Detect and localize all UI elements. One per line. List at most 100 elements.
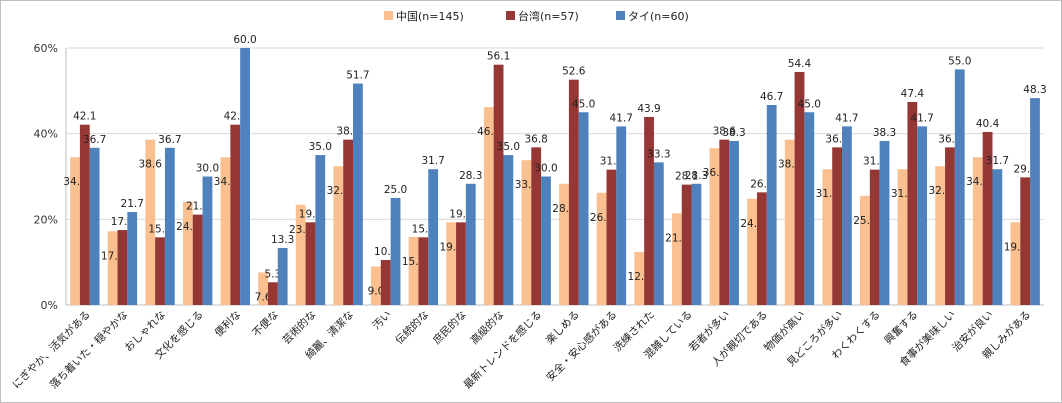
legend-swatch	[506, 11, 515, 20]
category-label: 汚い	[370, 308, 394, 332]
bar	[644, 116, 654, 305]
bar	[1010, 222, 1021, 305]
bar	[766, 104, 777, 306]
bar	[202, 176, 213, 305]
bar	[719, 139, 730, 305]
data-label: 9.0	[368, 285, 385, 297]
legend-label: 台湾(n=57)	[518, 9, 579, 23]
bar	[747, 198, 757, 305]
y-tick-label: 40%	[34, 128, 58, 141]
category-label: 便利な	[212, 308, 243, 339]
data-label: 25.0	[384, 184, 407, 196]
data-label: 55.0	[948, 55, 971, 67]
data-label: 42.1	[73, 111, 96, 123]
data-label: 36.7	[83, 134, 106, 146]
data-label: 7.6	[255, 291, 272, 303]
bar	[559, 183, 569, 305]
data-label: 33.3	[647, 148, 670, 160]
data-label: 54.4	[788, 58, 812, 70]
bar	[145, 139, 156, 305]
data-label: 48.3	[1023, 84, 1046, 96]
bar	[418, 237, 429, 305]
bar	[869, 169, 880, 305]
data-label: 35.0	[309, 141, 332, 153]
bar	[954, 69, 965, 306]
data-label: 5.3	[265, 268, 282, 280]
bar	[681, 184, 692, 305]
bar	[784, 139, 795, 305]
data-label: 38.3	[722, 127, 745, 139]
category-label: 伝統的な	[393, 308, 432, 347]
data-label: 38.3	[873, 127, 896, 139]
bar	[493, 64, 504, 305]
bar	[182, 201, 193, 305]
data-label: 43.9	[637, 103, 660, 115]
data-label: 47.4	[901, 88, 925, 100]
bar	[117, 230, 128, 305]
category-label: 安全・安心感がある	[544, 308, 620, 384]
data-label: 60.0	[233, 34, 256, 46]
bar	[1020, 177, 1031, 305]
bar	[568, 79, 579, 306]
bar	[164, 147, 175, 305]
bar	[428, 169, 439, 305]
bar	[503, 155, 514, 305]
data-label: 31.7	[986, 155, 1009, 167]
bar	[408, 236, 419, 305]
data-label: 52.6	[562, 66, 586, 78]
data-label: 45.0	[798, 98, 821, 110]
bar	[842, 126, 852, 305]
bar	[107, 231, 118, 305]
y-tick-label: 0%	[41, 299, 58, 312]
category-label: 楽しめる	[543, 308, 582, 347]
bar	[483, 107, 494, 305]
y-tick-label: 20%	[34, 213, 58, 226]
data-label: 41.7	[835, 112, 858, 124]
data-label: 28.1	[675, 171, 698, 183]
y-tick-label: 60%	[34, 42, 58, 55]
bar	[982, 131, 993, 305]
bar	[89, 147, 100, 305]
bar	[917, 126, 928, 305]
bar	[521, 160, 532, 305]
legend-label: タイ(n=60)	[628, 10, 689, 23]
bar	[804, 112, 815, 305]
data-label: 36.8	[524, 133, 547, 145]
bar	[70, 157, 80, 305]
bar	[860, 195, 870, 305]
bar	[578, 112, 589, 305]
bar	[653, 162, 664, 305]
bar	[634, 251, 645, 305]
legend-label: 中国(n=145)	[396, 10, 464, 23]
data-label: 51.7	[346, 70, 369, 82]
data-label: 41.7	[610, 112, 633, 124]
category-label: 不便な	[250, 308, 281, 339]
bar	[353, 83, 363, 305]
bar	[295, 204, 306, 305]
legend-swatch	[616, 11, 625, 20]
bar	[267, 282, 278, 305]
bar	[729, 140, 739, 305]
bar	[756, 192, 767, 305]
bar	[127, 212, 138, 305]
category-label: 高級的な	[468, 308, 507, 347]
bar	[79, 124, 90, 306]
bar	[1030, 98, 1040, 306]
data-label: 31.7	[421, 155, 444, 167]
bar	[691, 183, 702, 305]
data-label: 28.3	[685, 170, 708, 182]
category-label: 興奮する	[882, 308, 921, 347]
category-label: 庶民的な	[430, 308, 469, 347]
data-label: 30.0	[534, 163, 557, 175]
data-label: 38.6	[139, 159, 163, 171]
bar	[897, 169, 908, 305]
bar	[305, 222, 316, 305]
bar	[390, 197, 401, 305]
bar	[456, 222, 466, 305]
bar	[879, 140, 890, 305]
bar	[822, 169, 833, 305]
data-label: 28.3	[459, 170, 482, 182]
bar	[380, 260, 391, 305]
bar	[230, 124, 241, 306]
